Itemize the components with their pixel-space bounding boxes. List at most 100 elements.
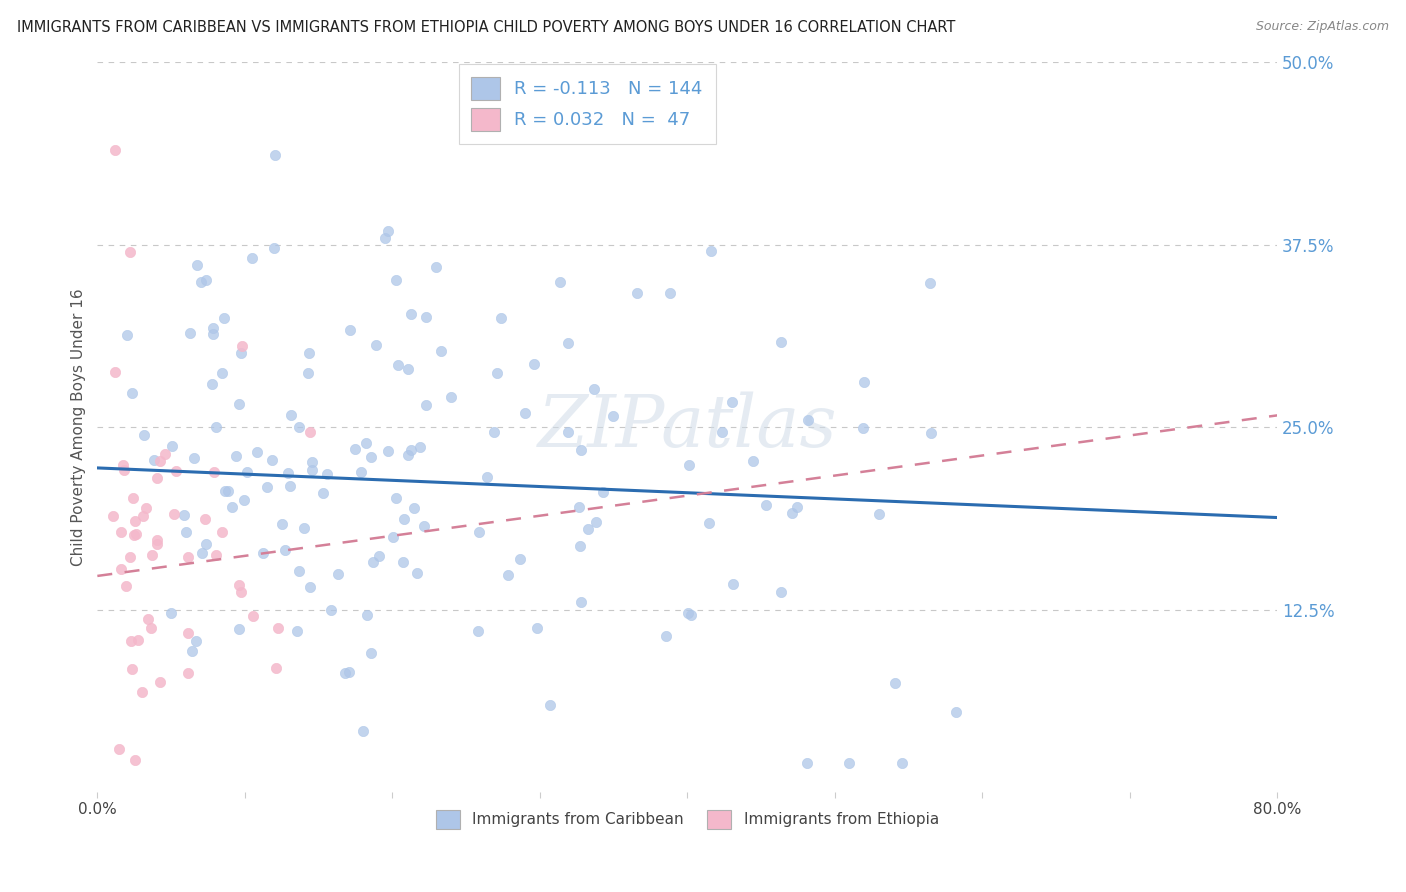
Text: Source: ZipAtlas.com: Source: ZipAtlas.com bbox=[1256, 20, 1389, 33]
Point bbox=[139, 621, 162, 635]
Point bbox=[405, 566, 427, 581]
Point bbox=[440, 390, 463, 404]
Point bbox=[146, 533, 169, 548]
Point bbox=[111, 458, 134, 473]
Point bbox=[626, 286, 648, 301]
Point bbox=[121, 385, 143, 400]
Point bbox=[945, 705, 967, 719]
Point bbox=[721, 395, 744, 409]
Point bbox=[127, 633, 149, 648]
Point bbox=[409, 440, 432, 454]
Point bbox=[165, 464, 187, 478]
Point bbox=[177, 625, 200, 640]
Point bbox=[278, 479, 301, 493]
Point bbox=[585, 515, 607, 529]
Point bbox=[868, 507, 890, 521]
Point bbox=[288, 420, 311, 434]
Point bbox=[404, 501, 426, 516]
Point bbox=[163, 508, 186, 522]
Point bbox=[360, 450, 382, 465]
Point bbox=[568, 500, 591, 514]
Point bbox=[112, 463, 135, 477]
Point bbox=[186, 258, 208, 272]
Point bbox=[396, 361, 419, 376]
Text: ZIPatlas: ZIPatlas bbox=[537, 392, 837, 462]
Point bbox=[319, 602, 342, 616]
Point bbox=[194, 512, 217, 526]
Point bbox=[274, 543, 297, 558]
Point bbox=[110, 562, 132, 576]
Point bbox=[264, 661, 287, 675]
Point bbox=[482, 425, 505, 439]
Point bbox=[298, 346, 321, 360]
Point bbox=[326, 566, 349, 581]
Point bbox=[132, 508, 155, 523]
Point bbox=[711, 425, 734, 439]
Y-axis label: Child Poverty Among Boys Under 16: Child Poverty Among Boys Under 16 bbox=[72, 288, 86, 566]
Point bbox=[122, 527, 145, 541]
Point bbox=[361, 555, 384, 569]
Point bbox=[429, 344, 451, 359]
Point bbox=[264, 147, 287, 161]
Point bbox=[190, 275, 212, 289]
Point bbox=[155, 447, 177, 461]
Point bbox=[180, 644, 202, 658]
Point bbox=[602, 409, 624, 424]
Point bbox=[350, 465, 373, 479]
Point bbox=[211, 366, 233, 380]
Point bbox=[659, 285, 682, 300]
Point bbox=[217, 483, 239, 498]
Point bbox=[582, 382, 605, 396]
Point bbox=[360, 646, 382, 660]
Point bbox=[721, 577, 744, 591]
Point bbox=[201, 376, 224, 391]
Point bbox=[396, 448, 419, 462]
Point bbox=[569, 539, 592, 553]
Point bbox=[263, 241, 285, 255]
Point bbox=[339, 323, 361, 337]
Point bbox=[316, 467, 339, 482]
Point bbox=[475, 470, 498, 484]
Point bbox=[118, 550, 141, 565]
Point bbox=[412, 519, 434, 533]
Point bbox=[770, 334, 793, 349]
Point bbox=[399, 443, 422, 458]
Point bbox=[280, 409, 302, 423]
Point bbox=[288, 565, 311, 579]
Point bbox=[496, 568, 519, 582]
Point bbox=[367, 549, 389, 563]
Point bbox=[201, 320, 224, 334]
Point bbox=[160, 606, 183, 620]
Point bbox=[120, 633, 142, 648]
Point bbox=[136, 611, 159, 625]
Point bbox=[852, 421, 875, 435]
Point bbox=[160, 439, 183, 453]
Point bbox=[252, 546, 274, 560]
Point bbox=[550, 275, 572, 289]
Point bbox=[240, 252, 263, 266]
Point bbox=[125, 527, 148, 541]
Point bbox=[149, 454, 172, 468]
Point bbox=[266, 621, 288, 635]
Point bbox=[526, 621, 548, 635]
Point bbox=[118, 244, 141, 259]
Point bbox=[101, 509, 124, 524]
Point bbox=[231, 585, 253, 599]
Point bbox=[204, 549, 226, 563]
Point bbox=[796, 756, 818, 770]
Point bbox=[194, 273, 217, 287]
Point bbox=[211, 524, 233, 539]
Point bbox=[392, 512, 415, 526]
Point bbox=[225, 450, 247, 464]
Point bbox=[285, 624, 308, 639]
Point bbox=[676, 607, 699, 621]
Legend: Immigrants from Caribbean, Immigrants from Ethiopia: Immigrants from Caribbean, Immigrants fr… bbox=[430, 804, 945, 836]
Point bbox=[110, 525, 132, 540]
Point bbox=[489, 311, 512, 326]
Point bbox=[337, 665, 360, 679]
Point bbox=[229, 346, 252, 360]
Point bbox=[373, 231, 395, 245]
Point bbox=[233, 492, 256, 507]
Point bbox=[838, 756, 860, 770]
Point bbox=[697, 516, 720, 530]
